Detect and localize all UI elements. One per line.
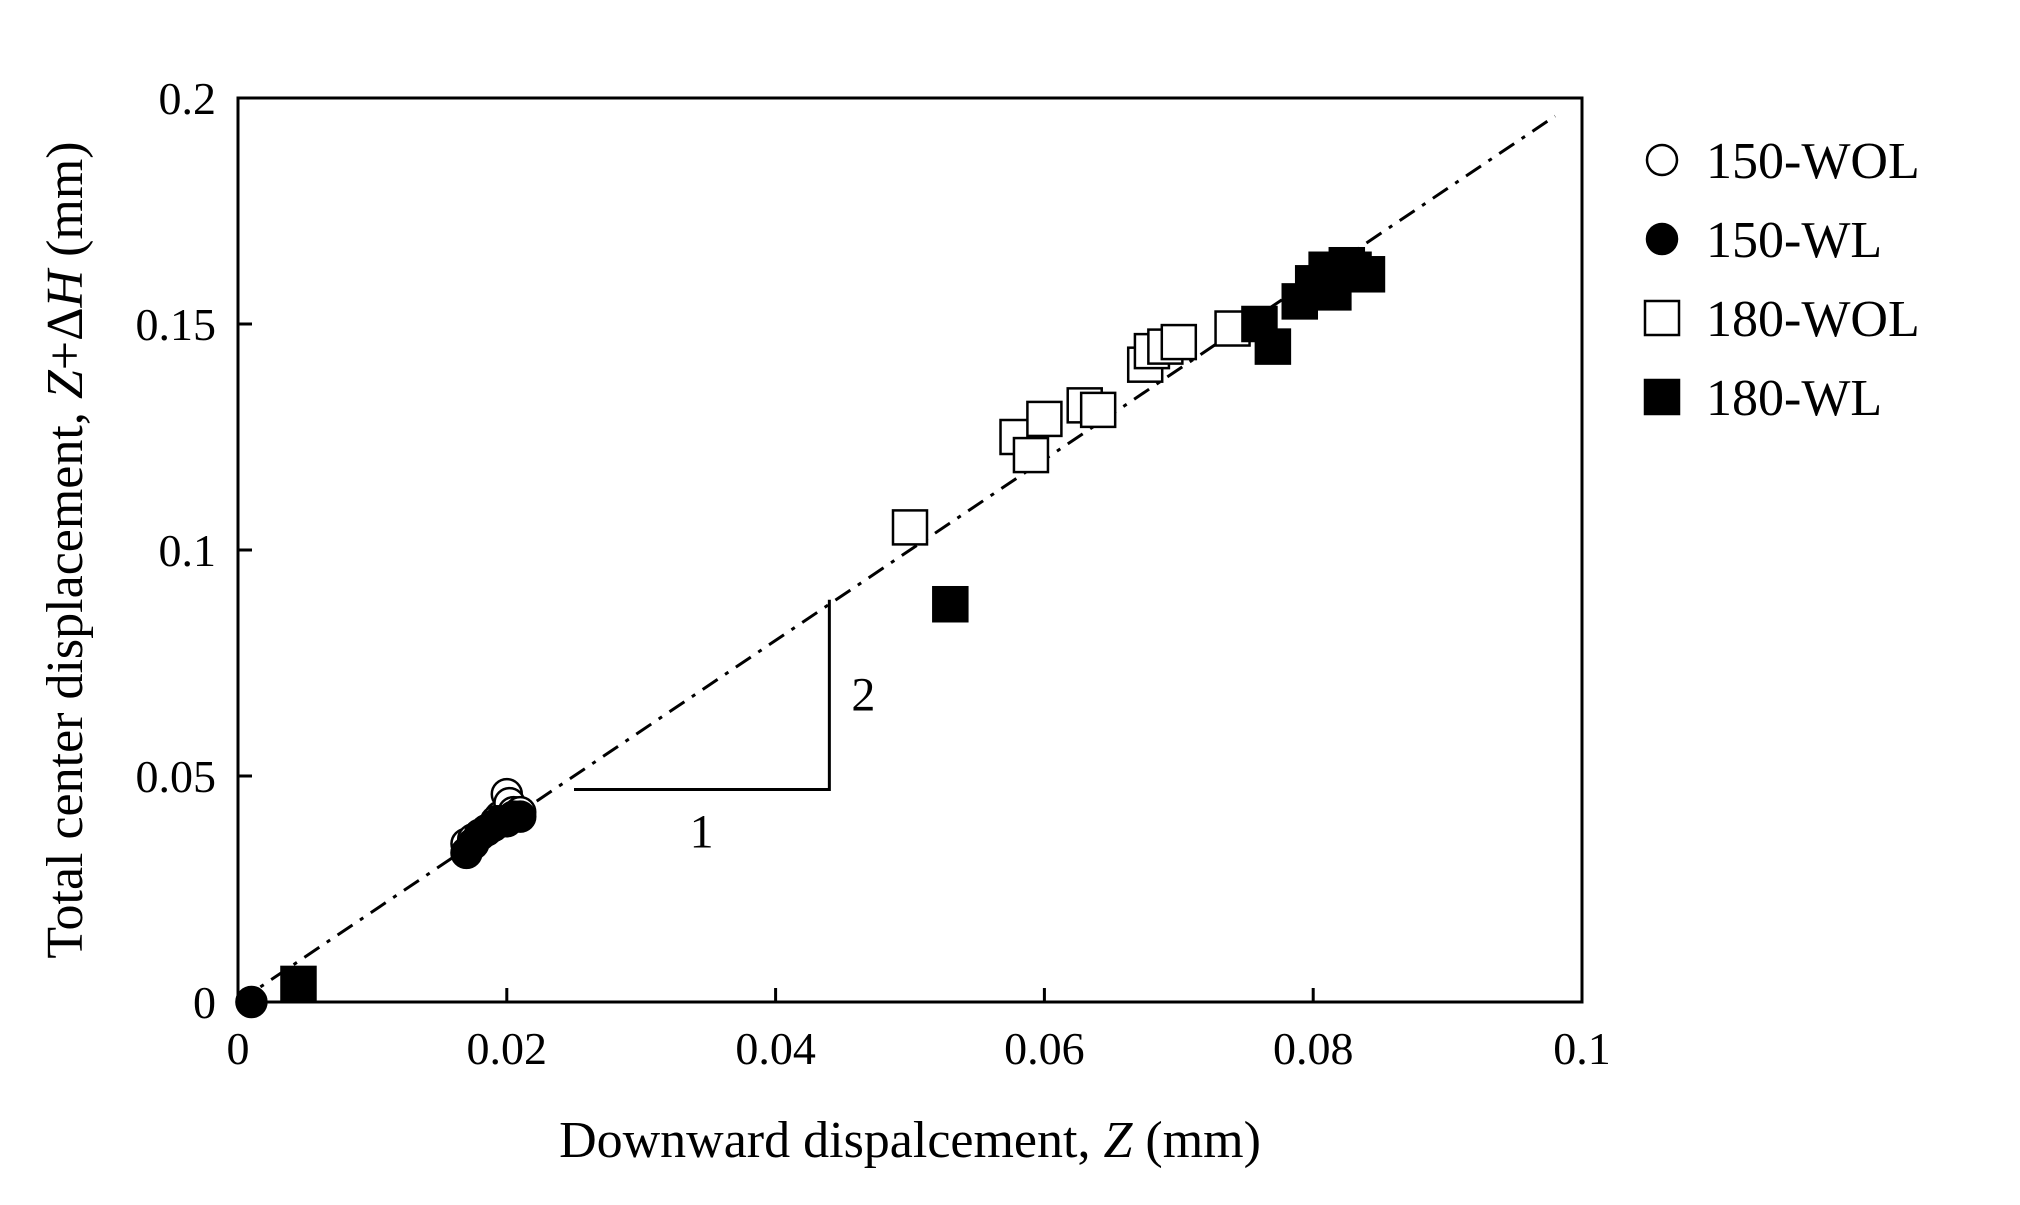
legend-item: 180-WL [1643,370,1882,427]
data-point [932,585,969,623]
slope-triangle: 1 2 [574,599,875,859]
legend-item: 180-WOL [1643,291,1920,348]
data-point [503,800,537,833]
x-axis-title-prefix: Downward dispalcement, [559,1112,1103,1169]
x-axis-title-unit: (mm) [1132,1112,1261,1169]
y-tick-label: 0.2 [159,73,217,124]
legend-marker [1643,378,1681,416]
legend: 150-WOL 150-WL 180-WOL 180-WL [1643,133,1920,427]
slope-triangle-line [574,599,831,792]
x-tick-label: 0.1 [1553,1023,1611,1074]
legend-label: 150-WOL [1706,133,1920,190]
y-axis-title-variable-z: Z [37,369,94,399]
legend-label: 180-WL [1706,370,1882,427]
slope-run-label: 1 [690,806,714,859]
legend-label: 150-WL [1706,212,1882,269]
legend-item: 150-WL [1645,212,1882,269]
legend-label: 180-WOL [1706,291,1920,348]
x-tick-label: 0.02 [467,1023,548,1074]
axis-ticks: 0 0.02 0.04 0.06 0.08 0.1 0 0.05 0.1 0.15 0.2 [136,73,1611,1074]
data-point [280,965,317,1003]
y-tick-label: 0.1 [159,525,217,576]
x-tick-label: 0.08 [1273,1023,1354,1074]
x-tick-label: 0.04 [735,1023,816,1074]
data-point [1012,436,1050,474]
y-axis-title-prefix: Total center displacement, [37,399,94,958]
y-axis-title-unit: (mm) [37,141,94,270]
legend-marker [1643,299,1681,337]
series-150-WL [235,800,537,1019]
y-axis-title-variable-h: H [37,267,94,308]
data-point [1348,256,1386,293]
x-axis-title: Downward dispalcement, Z (mm) [559,1112,1261,1169]
y-axis-title: Total center displacement, Z+ΔH (mm) [37,141,94,958]
series-180-WL [280,246,1386,1003]
x-tick-label: 0 [227,1023,250,1074]
data-point [1160,323,1198,361]
slope-rise-label: 2 [851,669,875,722]
legend-marker [1645,222,1679,256]
data-point [1026,400,1063,438]
data-point [891,509,929,546]
legend-marker [1645,143,1679,177]
legend-item: 150-WOL [1645,133,1920,190]
x-tick-label: 0.06 [1004,1023,1085,1074]
y-tick-label: 0.05 [136,751,217,802]
series-180-WOL [891,310,1251,546]
data-point [1254,328,1292,365]
y-axis-title-plus-delta: +Δ [37,307,94,370]
data-point [1079,391,1117,429]
y-tick-label: 0.15 [136,299,217,350]
x-axis-title-variable: Z [1103,1112,1133,1169]
data-points [235,246,1386,1019]
data-point [235,985,268,1019]
y-tick-label: 0 [193,977,216,1028]
